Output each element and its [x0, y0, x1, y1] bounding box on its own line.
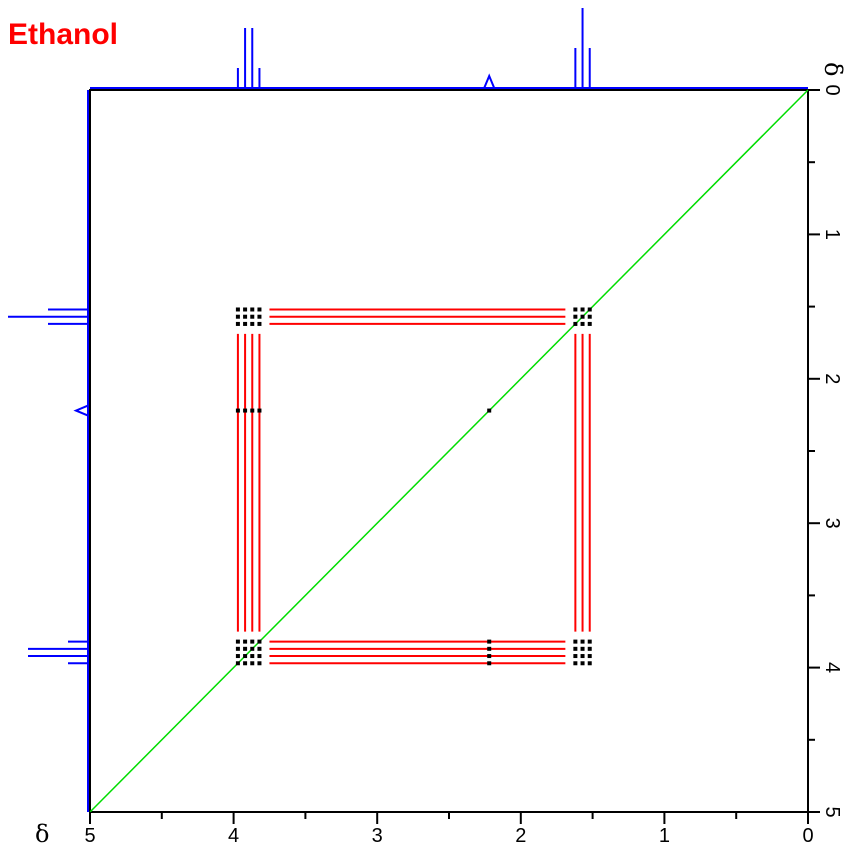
- diagonal-peak-dot: [257, 639, 262, 644]
- cross-peak-dot: [235, 307, 240, 312]
- cross-peak-dot: [573, 639, 578, 644]
- left-spectrum-singlet-peak: [73, 404, 89, 417]
- x-axis-tick-label: 4: [228, 825, 239, 847]
- diagonal-peak-dot: [580, 307, 585, 312]
- cross-peak-dot: [487, 639, 492, 644]
- cross-peak-dot: [487, 654, 492, 659]
- diagonal-peak-dot: [580, 314, 585, 319]
- projection-spectra: [8, 8, 808, 812]
- diagonal-peak-dot: [573, 307, 578, 312]
- diagonal-peak-dot: [243, 661, 248, 666]
- cross-peak-dot: [243, 314, 248, 319]
- cross-peak-dot: [235, 314, 240, 319]
- diagonal-peak-dot: [257, 646, 262, 651]
- diagonal-peak-dot: [235, 661, 240, 666]
- cross-peak-dot: [573, 661, 578, 666]
- peak-dots: [235, 307, 592, 666]
- cross-peak-dot: [580, 639, 585, 644]
- cross-peak-dot: [580, 646, 585, 651]
- y-axis: 0 1 2 3 4 5: [808, 84, 843, 818]
- x-axis-label: δ: [35, 820, 49, 848]
- cross-peak-dot: [487, 661, 492, 666]
- diagonal-line: [89, 89, 809, 813]
- cross-peak-dot: [250, 307, 255, 312]
- top-spectrum-singlet-peak: [483, 73, 496, 89]
- cross-peak-dot: [587, 639, 592, 644]
- x-axis-tick-label: 0: [802, 825, 813, 847]
- diagonal-peak-dot: [235, 639, 240, 644]
- cross-peak-dot: [587, 654, 592, 659]
- y-axis-tick-label: 0: [821, 84, 843, 95]
- cross-peak-dot: [235, 408, 240, 413]
- cross-peak-dot: [573, 654, 578, 659]
- cross-peak-dot: [250, 408, 255, 413]
- diagonal-peak-dot: [250, 654, 255, 659]
- cross-peak-dot: [587, 661, 592, 666]
- diagonal-peak-dot: [573, 314, 578, 319]
- x-axis-tick-label: 1: [659, 825, 670, 847]
- x-axis-tick-label: 2: [515, 825, 526, 847]
- cross-peak-dot: [257, 314, 262, 319]
- y-axis-tick-label: 2: [821, 373, 843, 384]
- cross-peak-dot: [257, 307, 262, 312]
- cross-peak-dot: [573, 646, 578, 651]
- y-axis-tick-label: 3: [821, 518, 843, 529]
- diagonal-peak-dot: [235, 646, 240, 651]
- diagonal-peak-dot: [257, 654, 262, 659]
- diagonal-peak-dot: [235, 654, 240, 659]
- cross-peak-dot: [243, 307, 248, 312]
- cross-peak-dot: [243, 321, 248, 326]
- cross-peak-dot: [487, 646, 492, 651]
- diagonal-peak-dot: [250, 661, 255, 666]
- diagonal-peak-dot: [587, 321, 592, 326]
- diagonal-peak-dot: [587, 314, 592, 319]
- diagonal-peak-dot: [257, 661, 262, 666]
- x-axis-tick-label: 3: [372, 825, 383, 847]
- coupling-lines: [236, 308, 591, 665]
- diagonal: [89, 89, 809, 813]
- cross-peak-dot: [235, 321, 240, 326]
- cross-peak-dot: [587, 646, 592, 651]
- diagonal-peak-dot: [580, 321, 585, 326]
- diagonal-peak-dot: [243, 646, 248, 651]
- cross-peak-dot: [580, 654, 585, 659]
- y-axis-tick-label: 5: [821, 806, 843, 817]
- cross-peak-dot: [257, 321, 262, 326]
- cross-peak-dot: [243, 408, 248, 413]
- cross-peak-dot: [257, 408, 262, 413]
- x-axis-tick-label: 5: [84, 825, 95, 847]
- y-axis-tick-label: 1: [821, 229, 843, 240]
- cross-peak-dot: [580, 661, 585, 666]
- diagonal-peak-dot: [243, 654, 248, 659]
- chart-title: Ethanol: [8, 18, 118, 51]
- cross-peak-dot: [250, 321, 255, 326]
- diagonal-peak-dot: [243, 639, 248, 644]
- diagonal-peak-dot: [487, 408, 492, 413]
- x-axis: 5 4 3 2 1 0: [84, 812, 814, 847]
- cross-peak-dot: [250, 314, 255, 319]
- diagonal-peak-dot: [250, 646, 255, 651]
- y-axis-tick-label: 4: [821, 662, 843, 673]
- diagonal-peak-dot: [250, 639, 255, 644]
- diagonal-peak-dot: [573, 321, 578, 326]
- diagonal-peak-dot: [587, 307, 592, 312]
- y-axis-label: δ: [819, 62, 847, 76]
